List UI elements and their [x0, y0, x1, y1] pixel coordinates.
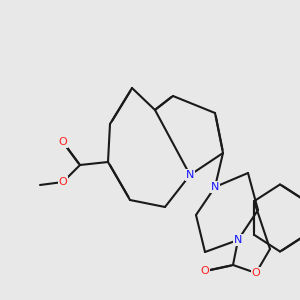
- Text: N: N: [211, 182, 219, 192]
- Text: O: O: [58, 177, 68, 187]
- Text: O: O: [201, 266, 209, 276]
- Text: N: N: [186, 170, 194, 180]
- Text: O: O: [58, 137, 68, 147]
- Text: N: N: [234, 235, 242, 245]
- Text: O: O: [252, 268, 260, 278]
